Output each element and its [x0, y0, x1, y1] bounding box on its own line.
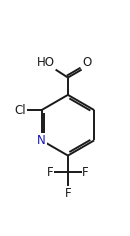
Text: F: F [82, 166, 89, 179]
Text: Cl: Cl [15, 104, 26, 117]
Text: HO: HO [37, 56, 55, 69]
Text: N: N [37, 134, 46, 147]
Text: F: F [65, 187, 71, 200]
Text: F: F [47, 166, 53, 179]
Text: N: N [37, 134, 46, 147]
Text: O: O [82, 56, 92, 69]
